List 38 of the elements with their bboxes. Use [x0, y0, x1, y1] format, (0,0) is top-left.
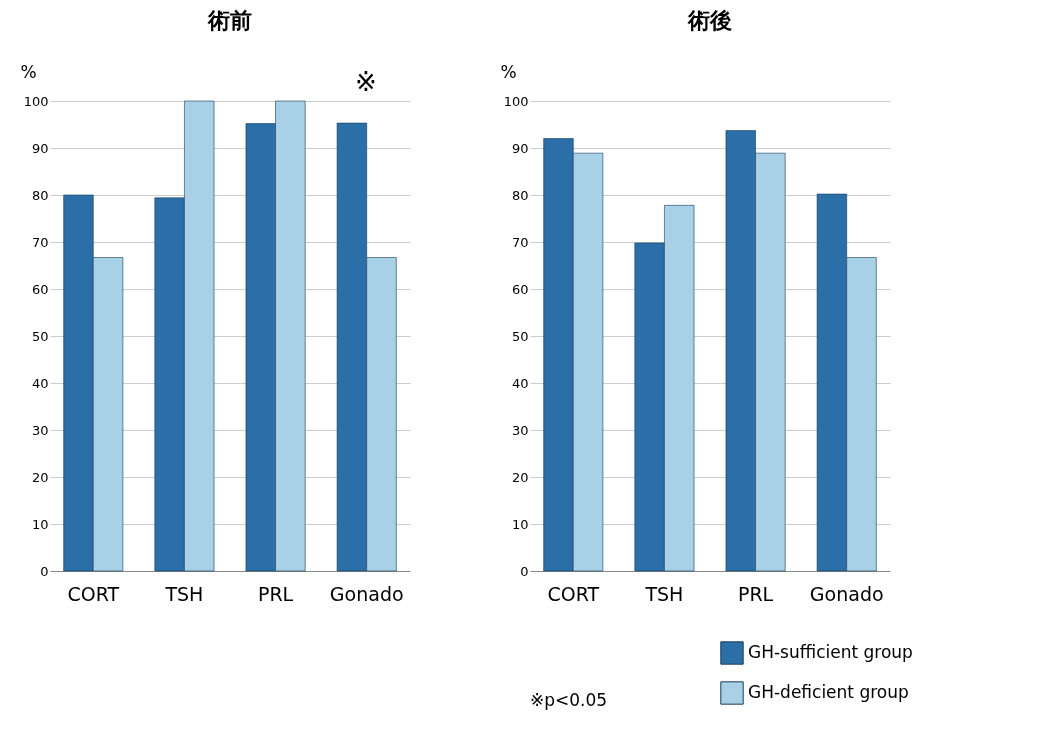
y-tick-label: 10 [511, 516, 529, 532]
y-tick-label: 30 [31, 422, 49, 438]
y-tick-label: 20 [31, 469, 49, 485]
y-tick-label: 80 [31, 187, 49, 203]
y-tick-label: 70 [31, 234, 49, 250]
x-tick-label: TSH [644, 582, 684, 605]
chart-title: 術後 [687, 8, 732, 33]
y-tick-label: 10 [31, 516, 49, 532]
y-tick-label: 90 [31, 140, 49, 156]
text: ※ [355, 67, 377, 97]
y-tick-label: 60 [511, 281, 529, 297]
x-tick-label: Gonado [809, 582, 884, 605]
y-tick-label: 30 [511, 422, 529, 438]
x-tick-label: CORT [547, 582, 600, 605]
legend-label: GH-sufficient group [748, 642, 913, 662]
y-axis-title: % [500, 61, 517, 82]
y-tick-label: 60 [31, 281, 49, 297]
y-tick-label: 100 [23, 93, 49, 109]
y-axis-title: % [20, 61, 37, 82]
y-tick-label: 0 [40, 563, 49, 579]
y-tick-label: 50 [511, 328, 529, 344]
y-tick-label: 80 [511, 187, 529, 203]
y-tick-label: 40 [31, 375, 49, 391]
x-tick-label: TSH [164, 582, 204, 605]
y-tick-label: 40 [511, 375, 529, 391]
legend-label: GH-deficient group [748, 682, 909, 702]
y-tick-label: 90 [511, 140, 529, 156]
y-tick-label: 100 [503, 93, 529, 109]
y-tick-label: 70 [511, 234, 529, 250]
text: ※p<0.05 [530, 690, 608, 710]
chart-title: 術前 [207, 8, 252, 33]
y-tick-label: 0 [520, 563, 529, 579]
x-tick-label: CORT [67, 582, 120, 605]
y-tick-label: 20 [511, 469, 529, 485]
x-tick-label: Gonado [329, 582, 404, 605]
x-tick-label: PRL [257, 582, 294, 605]
x-tick-label: PRL [737, 582, 774, 605]
y-tick-label: 50 [31, 328, 49, 344]
